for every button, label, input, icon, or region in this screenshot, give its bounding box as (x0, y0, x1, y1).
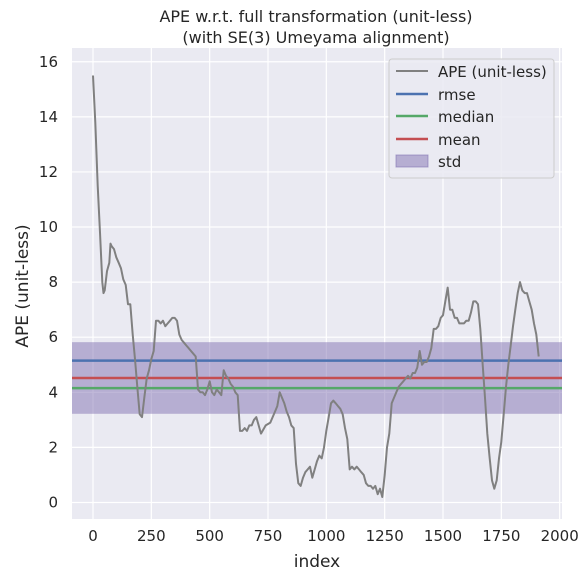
x-tick-label: 0 (88, 527, 98, 545)
y-tick-label: 8 (48, 273, 58, 291)
x-tick-label: 1000 (307, 527, 345, 545)
x-tick-label: 750 (254, 527, 283, 545)
legend-ape-label: APE (unit-less) (438, 63, 547, 81)
x-tick-label: 2000 (541, 527, 579, 545)
x-tick-label: 1250 (366, 527, 404, 545)
x-axis-label: index (294, 552, 341, 572)
legend-std-label: std (438, 153, 461, 171)
legend-mean-label: mean (438, 131, 481, 149)
legend-rmse-label: rmse (438, 86, 476, 104)
x-tick-label: 250 (137, 527, 166, 545)
ape-series-layer (92, 75, 540, 498)
chart-title-line-2: (with SE(3) Umeyama alignment) (182, 28, 449, 47)
ape-series-line (92, 75, 540, 498)
x-tick-label: 500 (195, 527, 224, 545)
y-tick-label: 2 (48, 438, 58, 456)
legend-median-label: median (438, 108, 494, 126)
y-tick-label: 0 (48, 493, 58, 511)
x-tick-label: 1500 (424, 527, 462, 545)
y-tick-label: 6 (48, 328, 58, 346)
legend-box (388, 58, 555, 179)
x-tick-label: 1750 (482, 527, 520, 545)
y-tick-label: 10 (39, 218, 58, 236)
legend: APE (unit-less) rmse median mean std (388, 58, 555, 179)
y-tick-label: 12 (39, 163, 58, 181)
y-tick-label: 4 (48, 383, 58, 401)
y-tick-label: 14 (39, 108, 58, 126)
chart-title-line-1: APE w.r.t. full transformation (unit-les… (159, 7, 472, 26)
x-tick-labels: 0 250 500 750 1000 1250 1500 1750 2000 (88, 527, 579, 545)
y-tick-labels: 0 2 4 6 8 10 12 14 16 (39, 53, 58, 512)
y-axis-label: APE (unit-less) (13, 224, 33, 347)
y-tick-label: 16 (39, 53, 58, 71)
stat-lines-layer (72, 359, 562, 390)
legend-std-swatch (395, 154, 429, 168)
